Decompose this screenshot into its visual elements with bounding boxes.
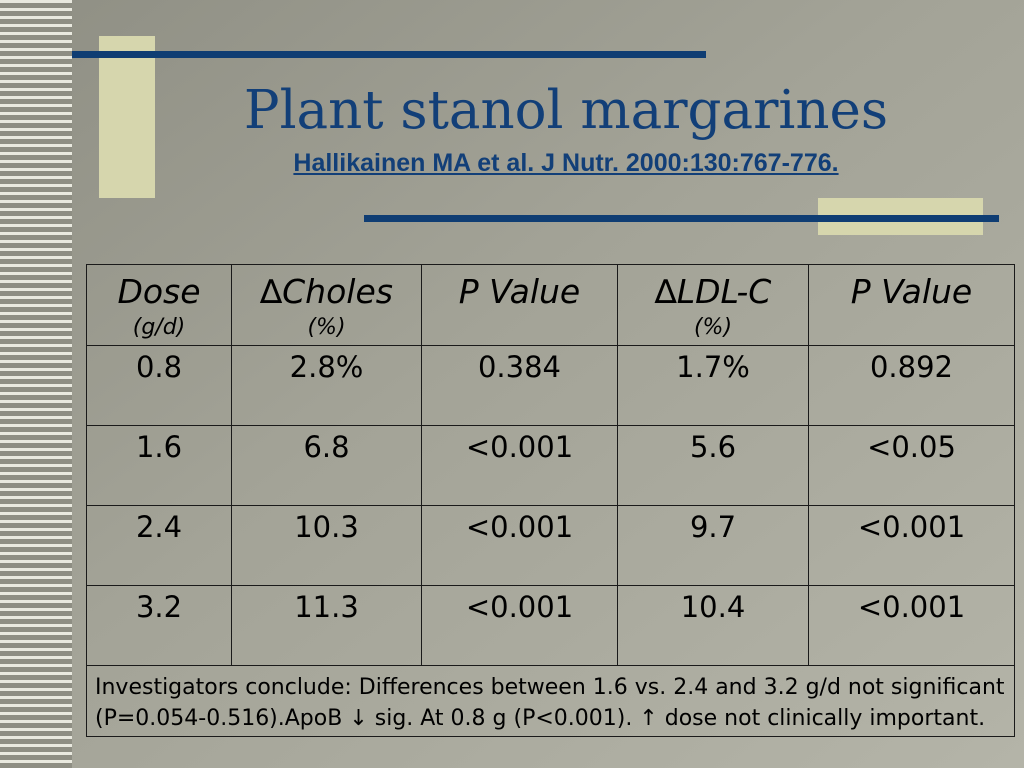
cell-delta-ldl: 1.7%	[617, 345, 809, 426]
cell-delta-choles: 10.3	[231, 505, 422, 586]
cell-delta-choles: 2.8%	[231, 345, 422, 426]
decorative-line-top	[72, 51, 706, 58]
cell-delta-ldl: 10.4	[617, 585, 809, 666]
cell-delta-ldl: 5.6	[617, 425, 809, 506]
cell-p-value: <0.001	[421, 425, 618, 506]
header-unit: (%)	[307, 315, 346, 340]
header-dose: Dose (g/d)	[86, 264, 232, 346]
table-row: 1.6 6.8 <0.001 5.6 <0.05	[86, 425, 1015, 506]
header-label: P Value	[850, 272, 973, 311]
cell-delta-ldl: 9.7	[617, 505, 809, 586]
header-delta-ldl: ∆LDL-C (%)	[617, 264, 809, 346]
header-label: P Value	[458, 272, 581, 311]
header-p-value-ldl: P Value	[808, 264, 1015, 346]
cell-p-value: <0.001	[421, 585, 618, 666]
cell-dose: 0.8	[86, 345, 232, 426]
table-row: 3.2 11.3 <0.001 10.4 <0.001	[86, 585, 1015, 666]
cell-p-value: <0.05	[808, 425, 1015, 506]
header-unit: (%)	[693, 315, 733, 340]
cell-dose: 1.6	[86, 425, 232, 506]
header-label: ∆LDL-C	[654, 272, 772, 311]
decorative-block-left	[99, 36, 155, 198]
header-delta-choles: ∆Choles (%)	[231, 264, 422, 346]
table-row: 0.8 2.8% 0.384 1.7% 0.892	[86, 345, 1015, 426]
table-note-row: Investigators conclude: Differences betw…	[86, 665, 1015, 737]
cell-delta-choles: 11.3	[231, 585, 422, 666]
cell-p-value: 0.892	[808, 345, 1015, 426]
striped-border	[0, 0, 72, 768]
header-label: Dose	[117, 272, 201, 311]
header-p-value-choles: P Value	[421, 264, 618, 346]
header-label: ∆Choles	[260, 272, 393, 311]
cell-p-value: <0.001	[808, 505, 1015, 586]
header-unit: (g/d)	[132, 315, 186, 340]
cell-dose: 2.4	[86, 505, 232, 586]
results-table: Dose (g/d) ∆Choles (%) P Value ∆LDL-C (%…	[86, 264, 1015, 737]
cell-delta-choles: 6.8	[231, 425, 422, 506]
cell-dose: 3.2	[86, 585, 232, 666]
citation-link[interactable]: Hallikainen MA et al. J Nutr. 2000:130:7…	[293, 149, 839, 177]
decorative-line-bottom	[364, 215, 999, 222]
slide-title: Plant stanol margarines	[243, 80, 889, 141]
cell-p-value: 0.384	[421, 345, 618, 426]
table-row: 2.4 10.3 <0.001 9.7 <0.001	[86, 505, 1015, 586]
table-header-row: Dose (g/d) ∆Choles (%) P Value ∆LDL-C (%…	[86, 264, 1015, 346]
cell-p-value: <0.001	[421, 505, 618, 586]
cell-p-value: <0.001	[808, 585, 1015, 666]
conclusion-note: Investigators conclude: Differences betw…	[86, 665, 1015, 737]
